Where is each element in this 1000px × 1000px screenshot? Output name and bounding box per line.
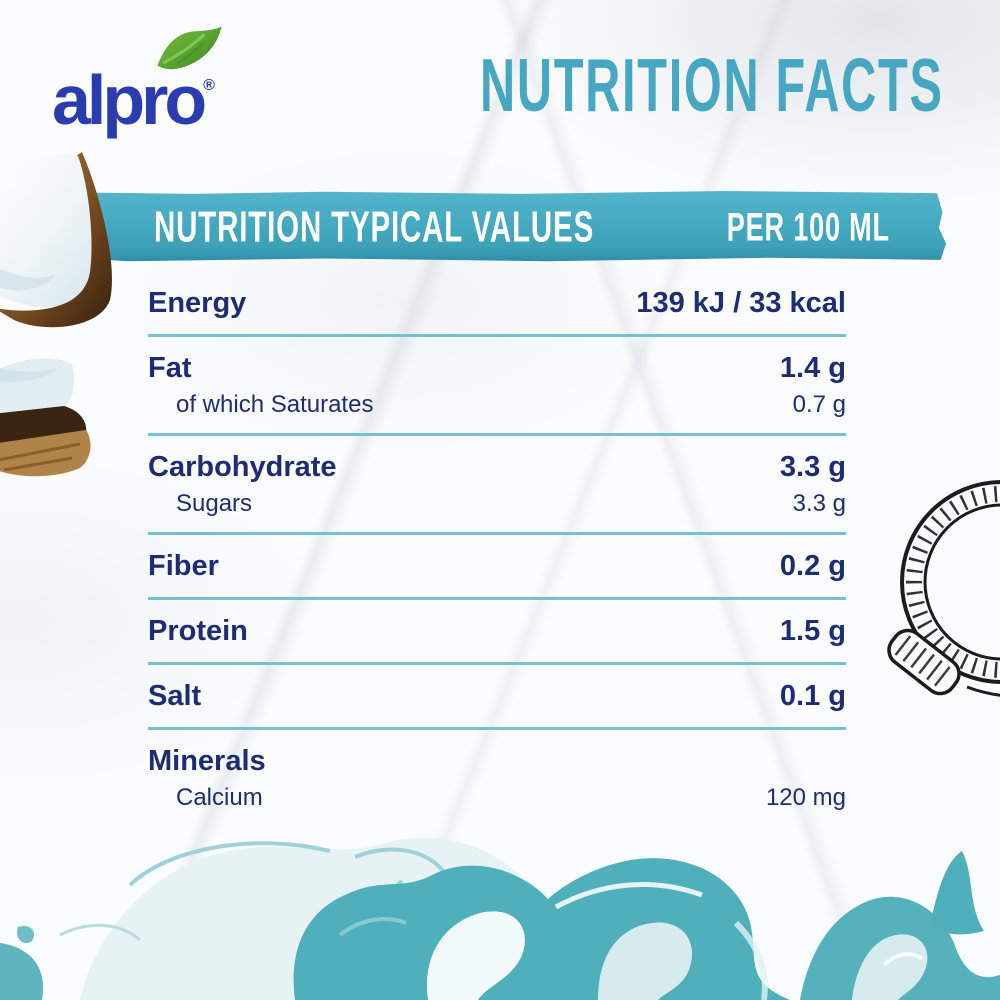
table-row-fiber: Fiber 0.2 g: [148, 549, 846, 583]
row-label: Carbohydrate: [148, 451, 337, 483]
table-row-carbohydrate: Carbohydrate 3.3 g: [148, 450, 846, 484]
row-label: Energy: [148, 287, 247, 319]
row-label: Minerals: [148, 745, 266, 777]
alpro-logo: alpro®: [52, 26, 292, 152]
row-label: Salt: [148, 680, 202, 712]
divider: [148, 597, 846, 600]
row-value: 0.7 g: [792, 391, 846, 418]
leaf-icon: [157, 26, 222, 70]
banner-right-label: PER 100 ML: [726, 203, 890, 249]
brand-name: alpro®: [52, 61, 215, 139]
table-row-energy: Energy 139 kJ / 33 kcal: [148, 286, 846, 320]
banner-left-label: NUTRITION TYPICAL VALUES: [154, 200, 595, 251]
table-row-calcium: Calcium 120 mg: [148, 784, 846, 812]
row-value: 1.5 g: [779, 615, 846, 647]
table-row-protein: Protein 1.5 g: [148, 614, 846, 648]
table-row-sugars: Sugars 3.3 g: [148, 490, 846, 518]
divider: [148, 433, 846, 436]
row-value: 3.3 g: [792, 490, 846, 517]
divider: [148, 662, 846, 665]
coconut-drawing-icon: [887, 480, 1000, 697]
coconut-chunk-icon: [0, 152, 112, 328]
divider: [148, 727, 846, 730]
row-value: 0.2 g: [779, 550, 846, 582]
row-label: Fiber: [148, 550, 219, 582]
table-header-banner: NUTRITION TYPICAL VALUES PER 100 ML: [58, 191, 946, 262]
row-value: 120 mg: [765, 784, 846, 811]
row-label: of which Saturates: [176, 391, 374, 418]
divider: [148, 532, 846, 535]
registered-mark: ®: [203, 77, 215, 94]
table-row-minerals: Minerals: [148, 744, 846, 778]
nutrition-table: Energy 139 kJ / 33 kcal Fat 1.4 g of whi…: [148, 272, 846, 812]
row-label: Calcium: [176, 784, 263, 811]
row-label: Sugars: [176, 490, 253, 517]
row-value: 139 kJ / 33 kcal: [636, 287, 846, 319]
coconut-husk-icon: [0, 358, 91, 477]
divider: [148, 334, 846, 337]
row-value: 1.4 g: [779, 352, 846, 384]
row-label: Protein: [148, 615, 248, 647]
row-value: 3.3 g: [779, 451, 846, 483]
row-value: 0.1 g: [779, 680, 846, 712]
page-title: NUTRITION FACTS: [480, 43, 944, 128]
table-row-salt: Salt 0.1 g: [148, 679, 846, 713]
row-label: Fat: [148, 352, 192, 384]
table-row-saturates: of which Saturates 0.7 g: [148, 391, 846, 419]
watercolor-splash: [0, 837, 1000, 1000]
table-row-fat: Fat 1.4 g: [148, 351, 846, 385]
